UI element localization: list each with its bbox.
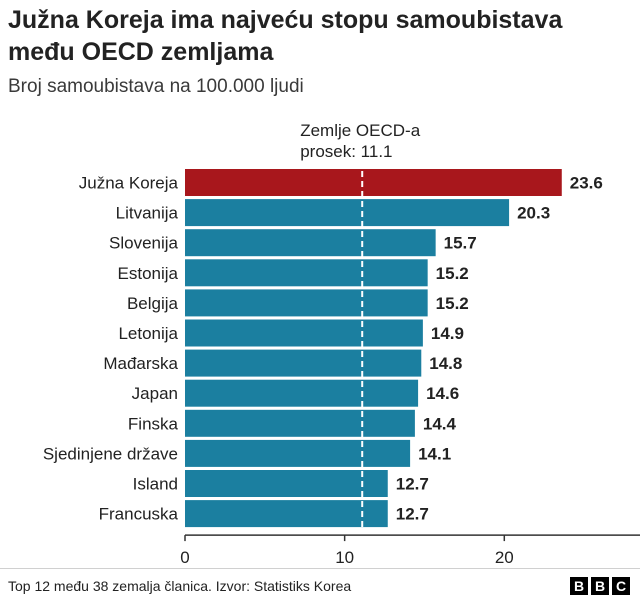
footer-divider [0, 568, 640, 569]
reference-label-line2: prosek: 11.1 [300, 142, 392, 161]
category-label: Mađarska [103, 354, 178, 373]
category-label: Estonija [118, 264, 179, 283]
x-tick-label: 0 [180, 548, 189, 565]
bar [185, 319, 423, 347]
value-label: 15.2 [436, 264, 469, 283]
bbc-logo: B B C [570, 577, 630, 595]
bar [185, 259, 428, 287]
x-axis: 0 10 20 [180, 534, 640, 565]
reference-label-line1: Zemlje OECD-a [300, 121, 421, 140]
category-label: Finska [128, 414, 179, 433]
x-tick-label: 10 [335, 548, 354, 565]
bar [185, 289, 428, 317]
bar [185, 229, 436, 257]
category-label: Francuska [99, 505, 179, 524]
bar [185, 169, 562, 196]
value-label: 15.2 [436, 294, 469, 313]
value-label: 12.7 [396, 505, 429, 524]
bar [185, 500, 388, 528]
bar [185, 409, 415, 437]
source-note: Top 12 među 38 zemalja članica. Izvor: S… [8, 578, 352, 594]
value-label: 14.6 [426, 384, 459, 403]
category-label: Slovenija [109, 234, 179, 253]
category-label: Belgija [127, 294, 179, 313]
oecd-average-reference: Zemlje OECD-a prosek: 11.1 [300, 121, 421, 534]
category-label: Sjedinjene države [43, 444, 178, 463]
logo-letter-b2: B [591, 577, 609, 595]
chart-subtitle: Broj samoubistava na 100.000 ljudi [8, 76, 304, 97]
category-label: Letonija [118, 324, 178, 343]
bar [185, 439, 411, 467]
value-label: 20.3 [517, 204, 550, 223]
category-label: Island [133, 475, 178, 494]
value-label: 23.6 [570, 174, 603, 193]
value-label: 14.4 [423, 414, 457, 433]
value-label: 15.7 [444, 234, 477, 253]
bar-chart: Južna Koreja 23.6 Litvanija 20.3 Slovenija 15… [43, 121, 640, 565]
labels-layer: Južna Koreja 23.6 Litvanija 20.3 Slovenija 15… [43, 174, 603, 524]
chart-title: Južna Koreja ima najveću stopu samoubist… [8, 6, 563, 66]
value-label: 12.7 [396, 475, 429, 494]
bars-layer [185, 169, 562, 528]
logo-letter-b1: B [570, 577, 588, 595]
bar [185, 349, 422, 377]
value-label: 14.1 [418, 444, 451, 463]
bar [185, 470, 388, 497]
bar [185, 199, 510, 227]
logo-letter-c: C [612, 577, 630, 595]
category-label: Japan [132, 384, 178, 403]
category-label: Južna Koreja [79, 174, 179, 193]
category-label: Litvanija [116, 204, 179, 223]
value-label: 14.9 [431, 324, 464, 343]
value-label: 14.8 [429, 354, 462, 373]
x-tick-label: 20 [495, 548, 514, 565]
bar [185, 379, 419, 407]
